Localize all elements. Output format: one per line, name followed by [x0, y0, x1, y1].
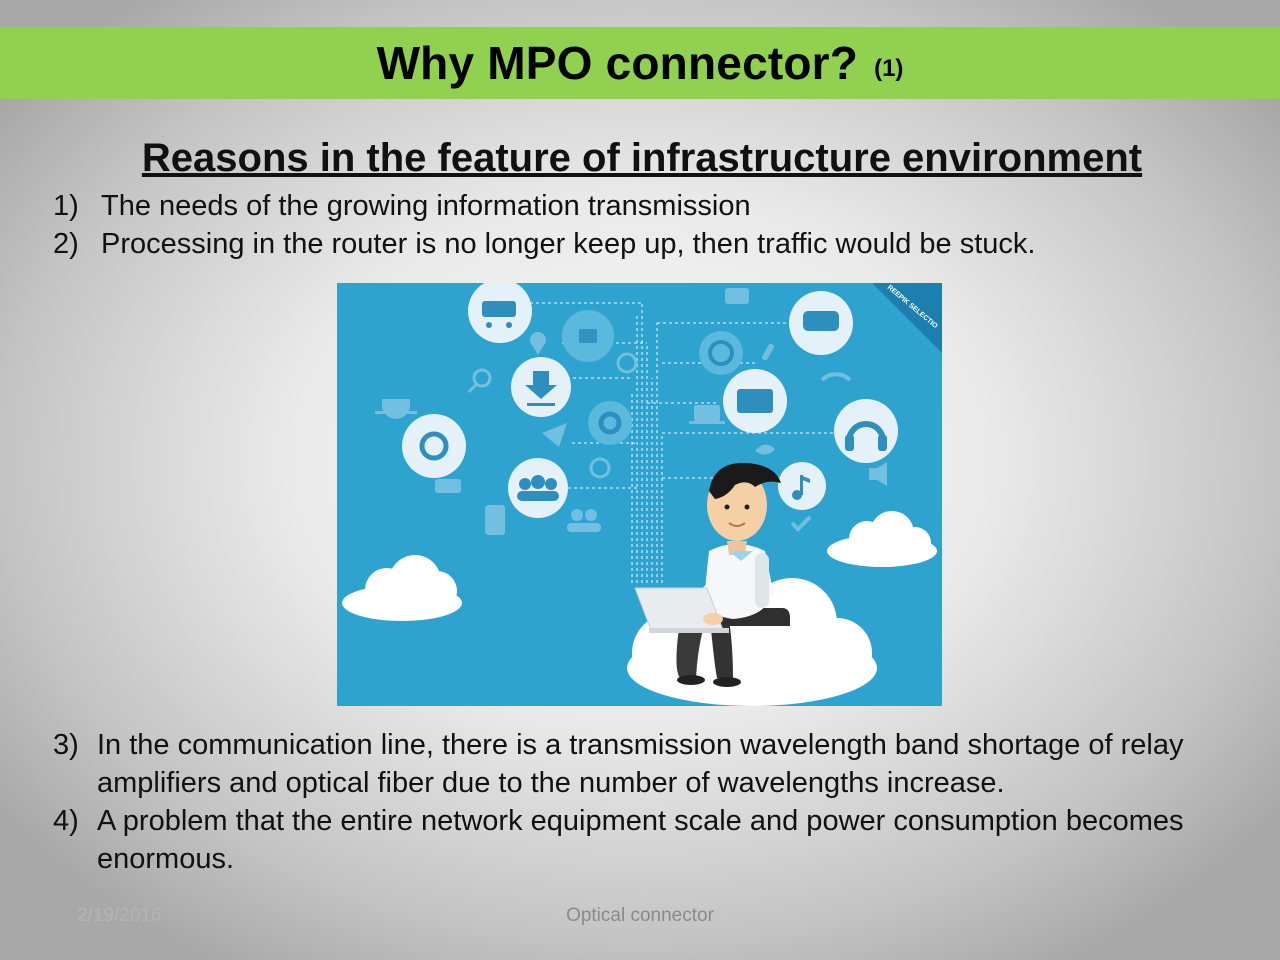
list-text: A problem that the entire network equipm…: [97, 805, 1184, 875]
list-number: 4): [53, 805, 79, 837]
send-icon: [542, 423, 567, 447]
slide-title: Why MPO connector?: [376, 37, 859, 89]
reason-list-top: 1) The needs of the growing information t…: [53, 187, 1035, 263]
list-item: 1) The needs of the growing information t…: [53, 187, 1035, 225]
globe-icon: [699, 331, 743, 375]
wifi-icon: [820, 372, 852, 382]
search-icon: [472, 368, 492, 388]
people-icon: [571, 509, 583, 521]
list-number: 2): [53, 228, 79, 260]
headphones-icon: [834, 399, 898, 463]
volume-icon: [869, 462, 887, 486]
footer-date: 2/19/2016: [77, 905, 162, 926]
list-item: 2) Processing in the router is no longer …: [53, 225, 1035, 263]
reason-list-bottom: 3) In the communication line, there is a …: [53, 726, 1227, 878]
cloud-left: [342, 555, 462, 621]
footer-title: Optical connector: [566, 905, 714, 926]
cloud-right: [827, 511, 937, 567]
list-item: 3) In the communication line, there is a …: [53, 726, 1227, 802]
list-text: The needs of the growing information tra…: [101, 190, 751, 222]
person-figure: [634, 462, 790, 687]
slide-title-number: (1): [874, 55, 904, 82]
list-number: 1): [53, 190, 79, 222]
laptop-icon: [694, 405, 720, 421]
at-icon: [402, 414, 466, 478]
camera-icon: [725, 288, 749, 304]
slide-subtitle: Reasons in the feature of infrastructure…: [141, 136, 1143, 180]
refresh-icon: [616, 352, 638, 374]
chat-icon: [435, 479, 461, 493]
phone-icon: [485, 505, 505, 535]
network-illustration: REEPIK SELECTIO: [337, 283, 942, 706]
attach-icon: [762, 343, 774, 361]
list-text: Processing in the router is no longer ke…: [101, 228, 1036, 260]
freepik-badge: REEPIK SELECTIO: [872, 283, 942, 353]
list-item: 4) A problem that the entire network equi…: [53, 802, 1227, 878]
title-bar: Why MPO connector? (1): [0, 27, 1280, 99]
list-text: In the communication line, there is a tr…: [97, 729, 1184, 799]
settings-icon: [588, 401, 632, 445]
check-icon: [790, 515, 812, 532]
cup-icon: [382, 399, 410, 419]
list-number: 3): [53, 729, 79, 761]
bird-icon: [755, 444, 775, 455]
